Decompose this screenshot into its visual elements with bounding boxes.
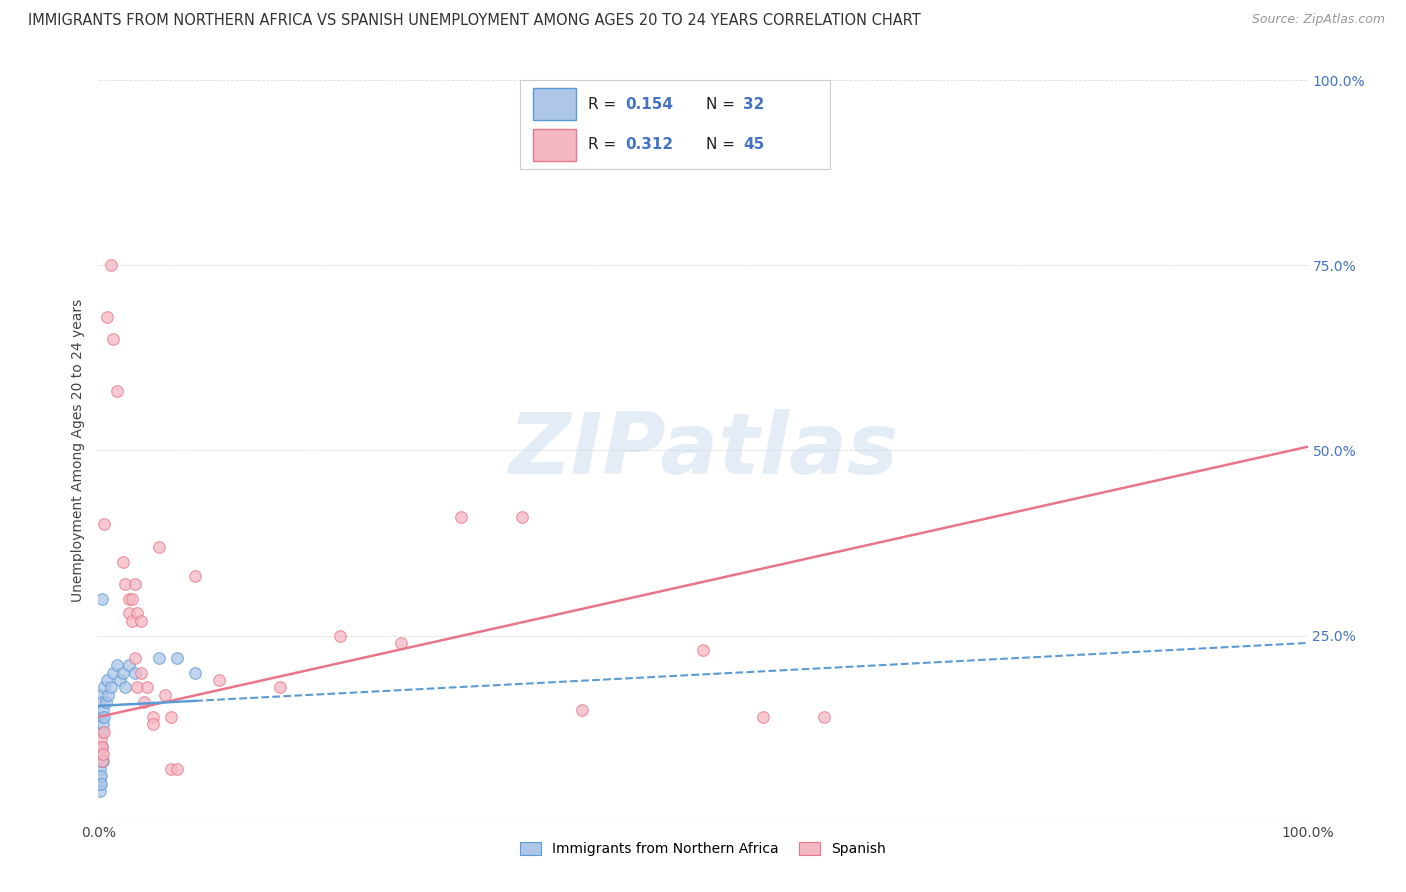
Point	[96, 673, 118, 687]
Point	[148, 650, 170, 665]
Point	[90, 732, 112, 747]
Point	[91, 717, 114, 731]
Point	[692, 643, 714, 657]
Point	[166, 762, 188, 776]
Point	[100, 681, 122, 695]
Point	[148, 540, 170, 554]
Point	[89, 784, 111, 798]
Point	[90, 776, 112, 791]
Point	[105, 658, 128, 673]
Point	[142, 710, 165, 724]
Point	[93, 681, 115, 695]
Point	[89, 776, 111, 791]
Point	[184, 665, 207, 680]
Point	[91, 695, 114, 709]
Point	[160, 710, 183, 724]
Point	[118, 591, 141, 606]
Point	[118, 607, 141, 621]
Point	[269, 681, 291, 695]
Point	[97, 688, 120, 702]
Text: R =: R =	[588, 137, 621, 152]
Point	[124, 665, 146, 680]
Point	[510, 510, 533, 524]
Point	[90, 688, 112, 702]
Point	[90, 769, 112, 783]
Text: R =: R =	[588, 97, 621, 112]
Point	[450, 510, 472, 524]
Point	[93, 724, 115, 739]
Text: N =: N =	[706, 97, 740, 112]
FancyBboxPatch shape	[533, 129, 576, 161]
Point	[101, 665, 124, 680]
Point	[91, 755, 114, 769]
Point	[184, 569, 207, 583]
Point	[111, 555, 134, 569]
Point	[91, 739, 114, 754]
Point	[90, 747, 112, 761]
Point	[329, 628, 352, 642]
Text: Source: ZipAtlas.com: Source: ZipAtlas.com	[1251, 13, 1385, 27]
Text: 32: 32	[742, 97, 765, 112]
Point	[571, 703, 593, 717]
Point	[114, 576, 136, 591]
Point	[91, 591, 114, 606]
Point	[166, 650, 188, 665]
Point	[208, 673, 231, 687]
Point	[813, 710, 835, 724]
Legend: Immigrants from Northern Africa, Spanish: Immigrants from Northern Africa, Spanish	[515, 837, 891, 862]
Point	[108, 673, 131, 687]
Point	[101, 332, 124, 346]
Point	[91, 747, 114, 761]
Point	[91, 710, 114, 724]
Point	[91, 755, 114, 769]
Point	[752, 710, 775, 724]
Point	[111, 665, 134, 680]
Point	[127, 607, 149, 621]
Text: IMMIGRANTS FROM NORTHERN AFRICA VS SPANISH UNEMPLOYMENT AMONG AGES 20 TO 24 YEAR: IMMIGRANTS FROM NORTHERN AFRICA VS SPANI…	[28, 13, 921, 29]
Point	[389, 636, 412, 650]
Point	[90, 755, 112, 769]
Text: 45: 45	[742, 137, 765, 152]
Point	[91, 724, 114, 739]
Point	[89, 762, 111, 776]
Point	[124, 576, 146, 591]
Text: N =: N =	[706, 137, 740, 152]
Point	[100, 259, 122, 273]
Text: 0.312: 0.312	[626, 137, 673, 152]
Point	[118, 658, 141, 673]
Point	[121, 591, 143, 606]
Point	[94, 695, 117, 709]
Point	[160, 762, 183, 776]
Point	[134, 695, 156, 709]
Text: ZIPatlas: ZIPatlas	[508, 409, 898, 492]
Point	[129, 665, 152, 680]
Y-axis label: Unemployment Among Ages 20 to 24 years: Unemployment Among Ages 20 to 24 years	[72, 299, 86, 602]
Text: 0.154: 0.154	[626, 97, 673, 112]
Point	[129, 614, 152, 628]
Point	[105, 384, 128, 399]
Point	[91, 703, 114, 717]
Point	[124, 650, 146, 665]
Point	[93, 710, 115, 724]
Point	[93, 517, 115, 532]
Point	[89, 769, 111, 783]
Point	[89, 739, 111, 754]
Point	[121, 614, 143, 628]
Point	[114, 681, 136, 695]
Point	[91, 739, 114, 754]
Point	[142, 717, 165, 731]
Point	[96, 310, 118, 325]
Point	[127, 681, 149, 695]
Point	[153, 688, 176, 702]
Point	[135, 681, 157, 695]
FancyBboxPatch shape	[533, 88, 576, 120]
